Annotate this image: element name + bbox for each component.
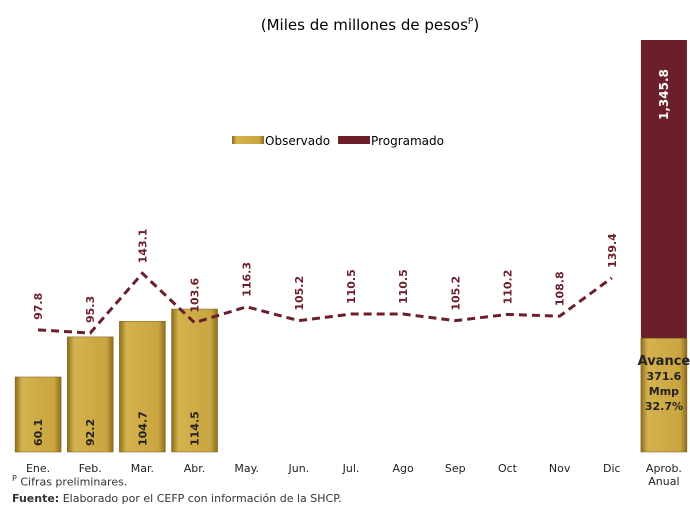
subtitle: (Miles de millones de pesosP) [261, 16, 479, 34]
annual-avance-bar [640, 337, 688, 453]
line-label: 110.5 [345, 269, 358, 304]
x-tick-label: Ago [392, 462, 414, 475]
bar-label: 60.1 [32, 419, 45, 446]
bar [119, 321, 166, 453]
bar-label: 114.5 [189, 411, 202, 446]
line [37, 271, 613, 335]
chart: (Miles de millones de pesosP) Observado P… [14, 16, 690, 453]
bar-label: 92.2 [84, 419, 97, 446]
source: Fuente: Elaborado por el CEFP con inform… [12, 492, 342, 505]
legend-label: Observado [265, 134, 330, 148]
x-tick-label: Ene. [25, 462, 51, 475]
note-sup: P [12, 474, 17, 483]
legend-swatch [338, 136, 371, 144]
x-tick-label: May. [234, 462, 260, 475]
bar-label: 104.7 [136, 411, 149, 446]
annual-avance-label: 371.6 [647, 370, 682, 383]
annual-avance-label: Mmp [649, 385, 679, 398]
annual-avance-label: 32.7% [645, 400, 683, 413]
x-tick-label: Feb. [78, 462, 102, 475]
bar [66, 336, 114, 453]
line-label: 110.2 [501, 270, 514, 305]
note: P Cifras preliminares. [12, 474, 127, 489]
subtitle-text: (Miles de millones de pesos [261, 16, 468, 34]
line-label: 95.3 [84, 296, 97, 323]
bar [14, 376, 62, 453]
annual-total-label: 1,345.8 [657, 69, 671, 120]
x-tick-label: Mar. [130, 462, 154, 475]
note-text: Cifras preliminares. [20, 475, 128, 489]
line-label: 97.8 [32, 293, 45, 320]
line-label: 110.5 [397, 269, 410, 304]
source-label: Fuente: [12, 492, 60, 505]
legend-swatch [232, 136, 264, 144]
line-label: 116.3 [241, 262, 254, 297]
legend-label: Programado [371, 134, 444, 148]
x-tick-label: Nov [548, 462, 571, 475]
x-tick-label: Dic [602, 462, 621, 475]
subtitle-sup: P [468, 17, 474, 27]
line-label: 143.1 [136, 229, 149, 264]
source-text: Elaborado por el CEFP con información de… [62, 492, 342, 505]
x-tick-label: Jun. [288, 462, 310, 475]
line-label: 108.8 [554, 271, 567, 306]
x-tick-label: Abr. [183, 462, 206, 475]
x-tick-label: Sep [444, 462, 466, 475]
line-label: 139.4 [606, 233, 619, 268]
subtitle-end: ) [473, 16, 479, 34]
x-tick-label: Aprob. Anual [645, 462, 682, 488]
line-label: 105.2 [449, 276, 462, 311]
x-tick-label: Oct [497, 462, 517, 475]
line-label: 105.2 [293, 276, 306, 311]
annual-avance-label: Avance [638, 354, 690, 369]
bar [171, 308, 218, 453]
line-label: 103.6 [189, 278, 202, 313]
x-tick-label: Jul. [342, 462, 360, 475]
